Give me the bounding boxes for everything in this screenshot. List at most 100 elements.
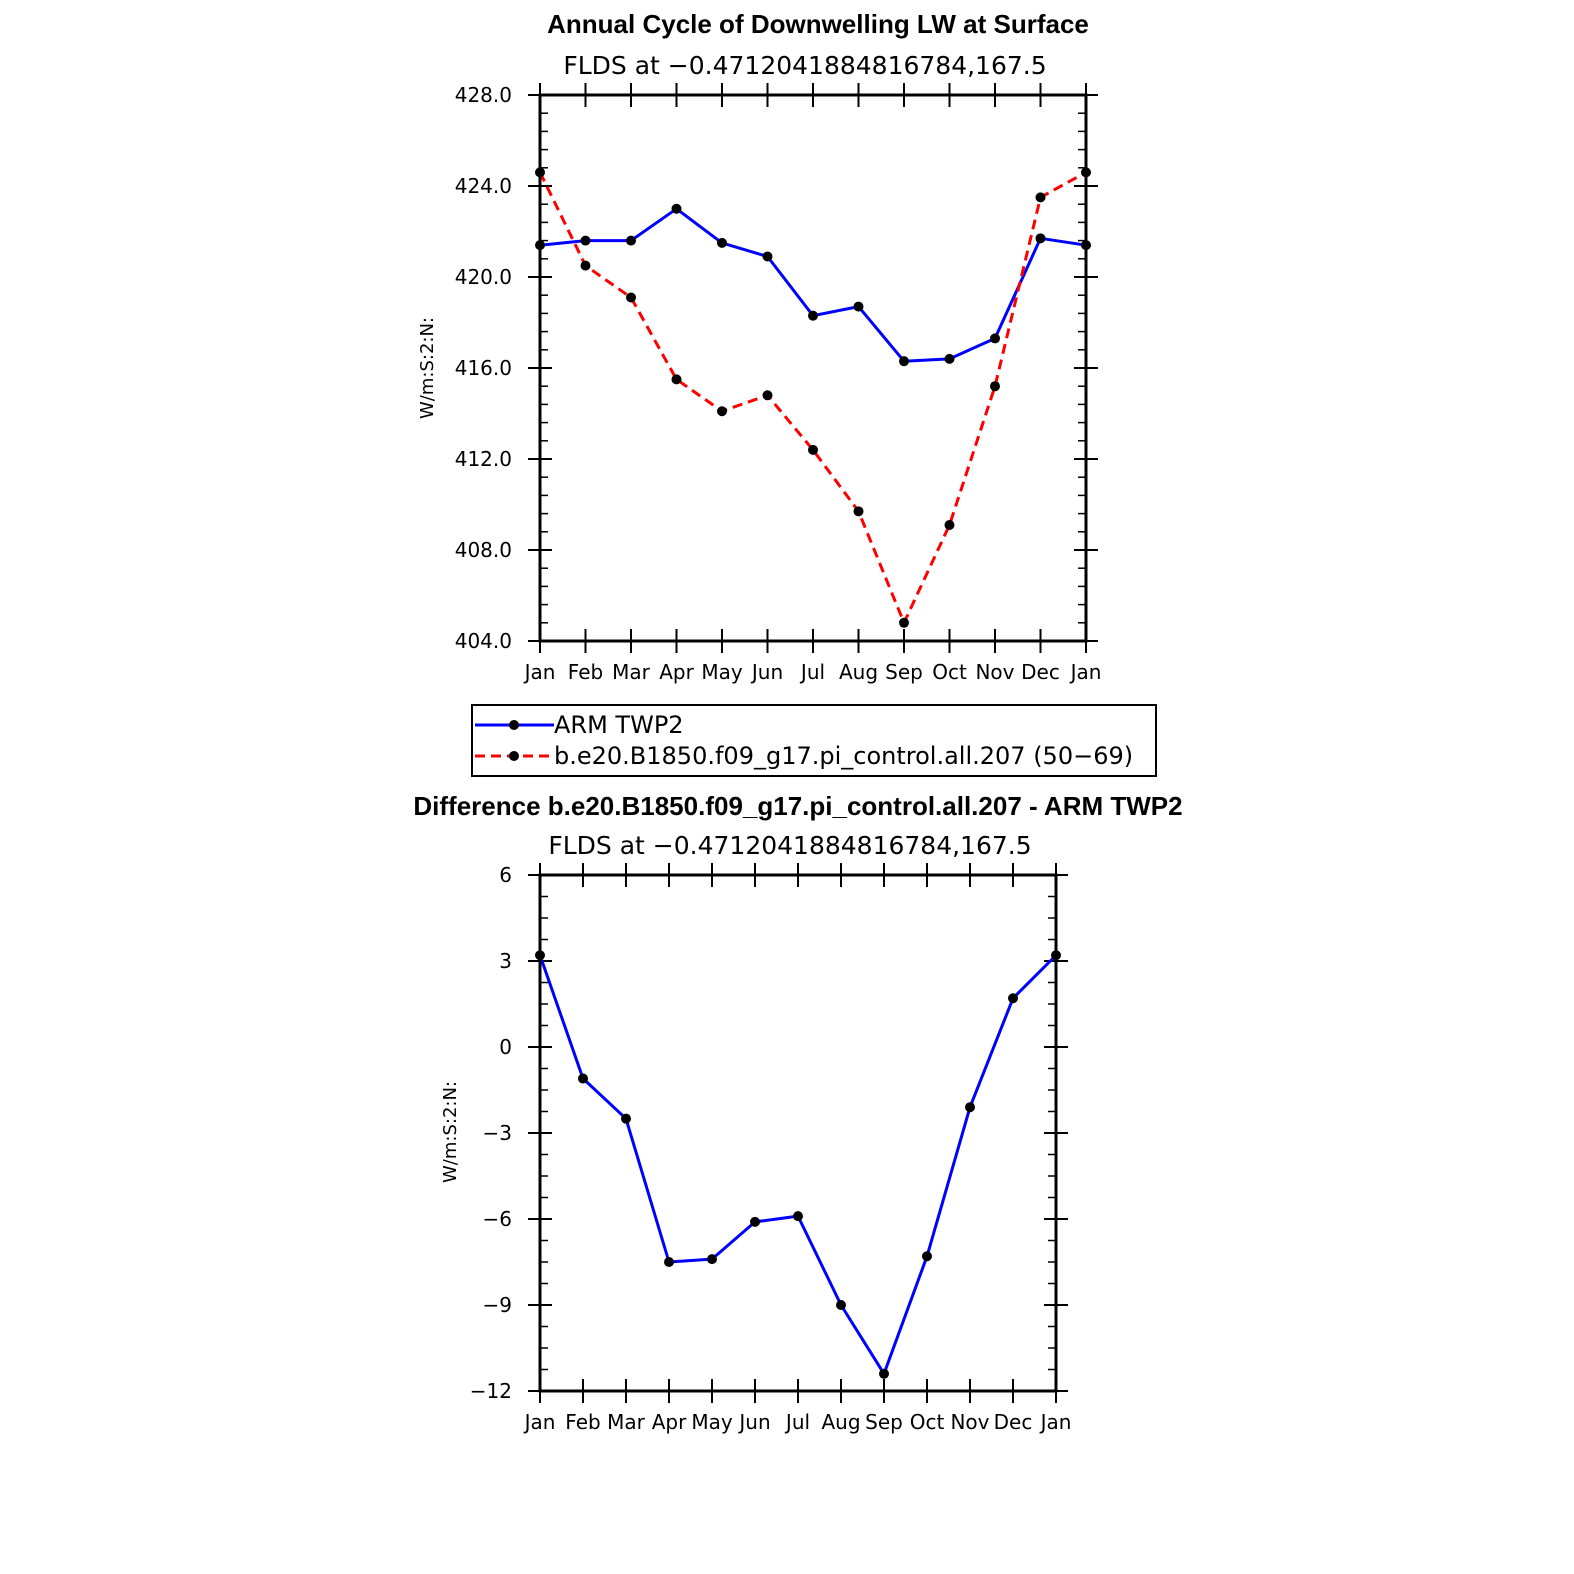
x-tick-labels: Jan Feb Mar Apr May Jun Jul Aug Sep Oct Nov Dec Jan: [523, 1410, 1072, 1434]
x-tick-label: Oct: [932, 660, 967, 684]
data-point: [990, 333, 1000, 344]
chart-title: Annual Cycle of Downwelling LW at Surfac…: [547, 9, 1089, 39]
chart-title: Difference b.e20.B1850.f09_g17.pi_contro…: [413, 791, 1182, 821]
data-point: [1008, 993, 1018, 1004]
y-tick-label: −9: [483, 1293, 512, 1317]
data-point: [626, 292, 636, 303]
data-point: [621, 1113, 631, 1124]
data-point: [762, 390, 773, 401]
x-tick-label: Aug: [821, 1410, 860, 1434]
data-point: [793, 1211, 803, 1222]
annual-cycle-chart: Annual Cycle of Downwelling LW at Surfac…: [417, 9, 1101, 684]
data-point: [580, 260, 591, 271]
data-point: [578, 1073, 588, 1084]
x-tick-labels: Jan Feb Mar Apr May Jun Jul Aug Sep Oct Nov Dec Jan: [523, 660, 1102, 684]
data-point: [1035, 192, 1046, 203]
chart-subtitle: FLDS at −0.4712041884816784,167.5: [548, 831, 1031, 860]
x-tick-label: Jan: [1039, 1410, 1072, 1434]
series-line-0: [538, 954, 1058, 1376]
x-tick-label: Feb: [565, 1410, 600, 1434]
data-point: [762, 251, 773, 262]
legend: ARM TWP2 b.e20.B1850.f09_g17.pi_control.…: [471, 704, 1157, 777]
y-tick-label: −6: [483, 1207, 512, 1231]
data-point: [944, 519, 955, 530]
y-tick-label: 6: [499, 863, 512, 887]
x-tick-label: Dec: [994, 1410, 1033, 1434]
chart-subtitle: FLDS at −0.4712041884816784,167.5: [563, 51, 1046, 80]
x-tick-label: Sep: [865, 1410, 903, 1434]
data-point: [879, 1368, 889, 1379]
data-point: [899, 356, 909, 367]
x-tick-label: Nov: [975, 660, 1014, 684]
y-tick-label: 404.0: [455, 629, 512, 653]
x-tick-label: Sep: [885, 660, 923, 684]
data-series: [535, 167, 1091, 628]
x-tick-label: Aug: [839, 660, 878, 684]
x-tick-label: Jul: [784, 1410, 810, 1434]
plot-frame: [538, 93, 1088, 643]
y-tick-label: 3: [499, 949, 512, 973]
x-tick-label: May: [691, 1410, 733, 1434]
data-point: [580, 235, 591, 246]
difference-chart: Difference b.e20.B1850.f09_g17.pi_contro…: [413, 791, 1182, 1434]
data-point: [853, 301, 864, 312]
x-tick-label: Oct: [910, 1410, 945, 1434]
y-tick-label: 420.0: [455, 265, 512, 289]
x-tick-label: Mar: [612, 660, 651, 684]
legend-marker-obs: [509, 720, 519, 730]
data-point: [808, 310, 818, 321]
data-point: [922, 1251, 932, 1262]
y-axis-label: W/m:S:2:N:: [440, 1081, 461, 1183]
y-tick-labels: −12 −9 −6 −3 0 3 6: [470, 863, 512, 1403]
legend-marker-model: [509, 751, 519, 761]
y-tick-label: 424.0: [455, 174, 512, 198]
axis-ticks: [528, 863, 1068, 1403]
y-axis-label: W/m:S:2:N:: [417, 317, 438, 419]
data-point: [671, 203, 682, 214]
x-tick-label: Dec: [1021, 660, 1060, 684]
x-tick-label: Apr: [652, 1410, 687, 1434]
legend-label-obs: ARM TWP2: [554, 711, 684, 739]
x-tick-label: Jan: [523, 1410, 556, 1434]
data-point: [717, 237, 727, 248]
data-point: [853, 506, 864, 517]
data-point: [836, 1300, 846, 1310]
data-point: [899, 617, 909, 628]
x-tick-label: Nov: [950, 1410, 989, 1434]
x-tick-label: Apr: [659, 660, 694, 684]
x-tick-label: Feb: [568, 660, 603, 684]
x-tick-label: Mar: [607, 1410, 646, 1434]
legend-box: [471, 704, 1157, 777]
x-tick-label: Jul: [799, 660, 825, 684]
data-point: [750, 1216, 760, 1227]
axis-ticks: [528, 83, 1098, 653]
data-point: [965, 1102, 975, 1113]
data-point: [671, 374, 682, 385]
series-line-0: [539, 207, 1087, 363]
y-tick-label: 0: [499, 1035, 512, 1059]
data-point: [944, 353, 955, 364]
y-tick-label: −12: [470, 1379, 512, 1403]
plot-frame: [538, 873, 1058, 1393]
y-tick-labels: 404.0 408.0 412.0 416.0 420.0 424.0 428.0: [455, 83, 512, 653]
data-point: [664, 1257, 674, 1267]
y-tick-label: −3: [483, 1121, 512, 1145]
y-tick-label: 428.0: [455, 83, 512, 107]
x-tick-label: Jan: [523, 660, 556, 684]
x-tick-label: Jan: [1069, 660, 1102, 684]
x-tick-label: Jun: [737, 1410, 770, 1434]
data-point: [1035, 233, 1046, 244]
data-point: [717, 406, 727, 417]
x-tick-label: Jun: [750, 660, 783, 684]
x-tick-label: May: [701, 660, 743, 684]
y-tick-label: 416.0: [455, 356, 512, 380]
y-tick-label: 408.0: [455, 538, 512, 562]
data-series: [535, 950, 1061, 1379]
data-point: [626, 235, 636, 246]
legend-label-model: b.e20.B1850.f09_g17.pi_control.all.207 (…: [554, 742, 1133, 770]
data-point: [707, 1254, 717, 1265]
y-tick-label: 412.0: [455, 447, 512, 471]
data-point: [808, 444, 818, 455]
data-point: [990, 381, 1000, 392]
